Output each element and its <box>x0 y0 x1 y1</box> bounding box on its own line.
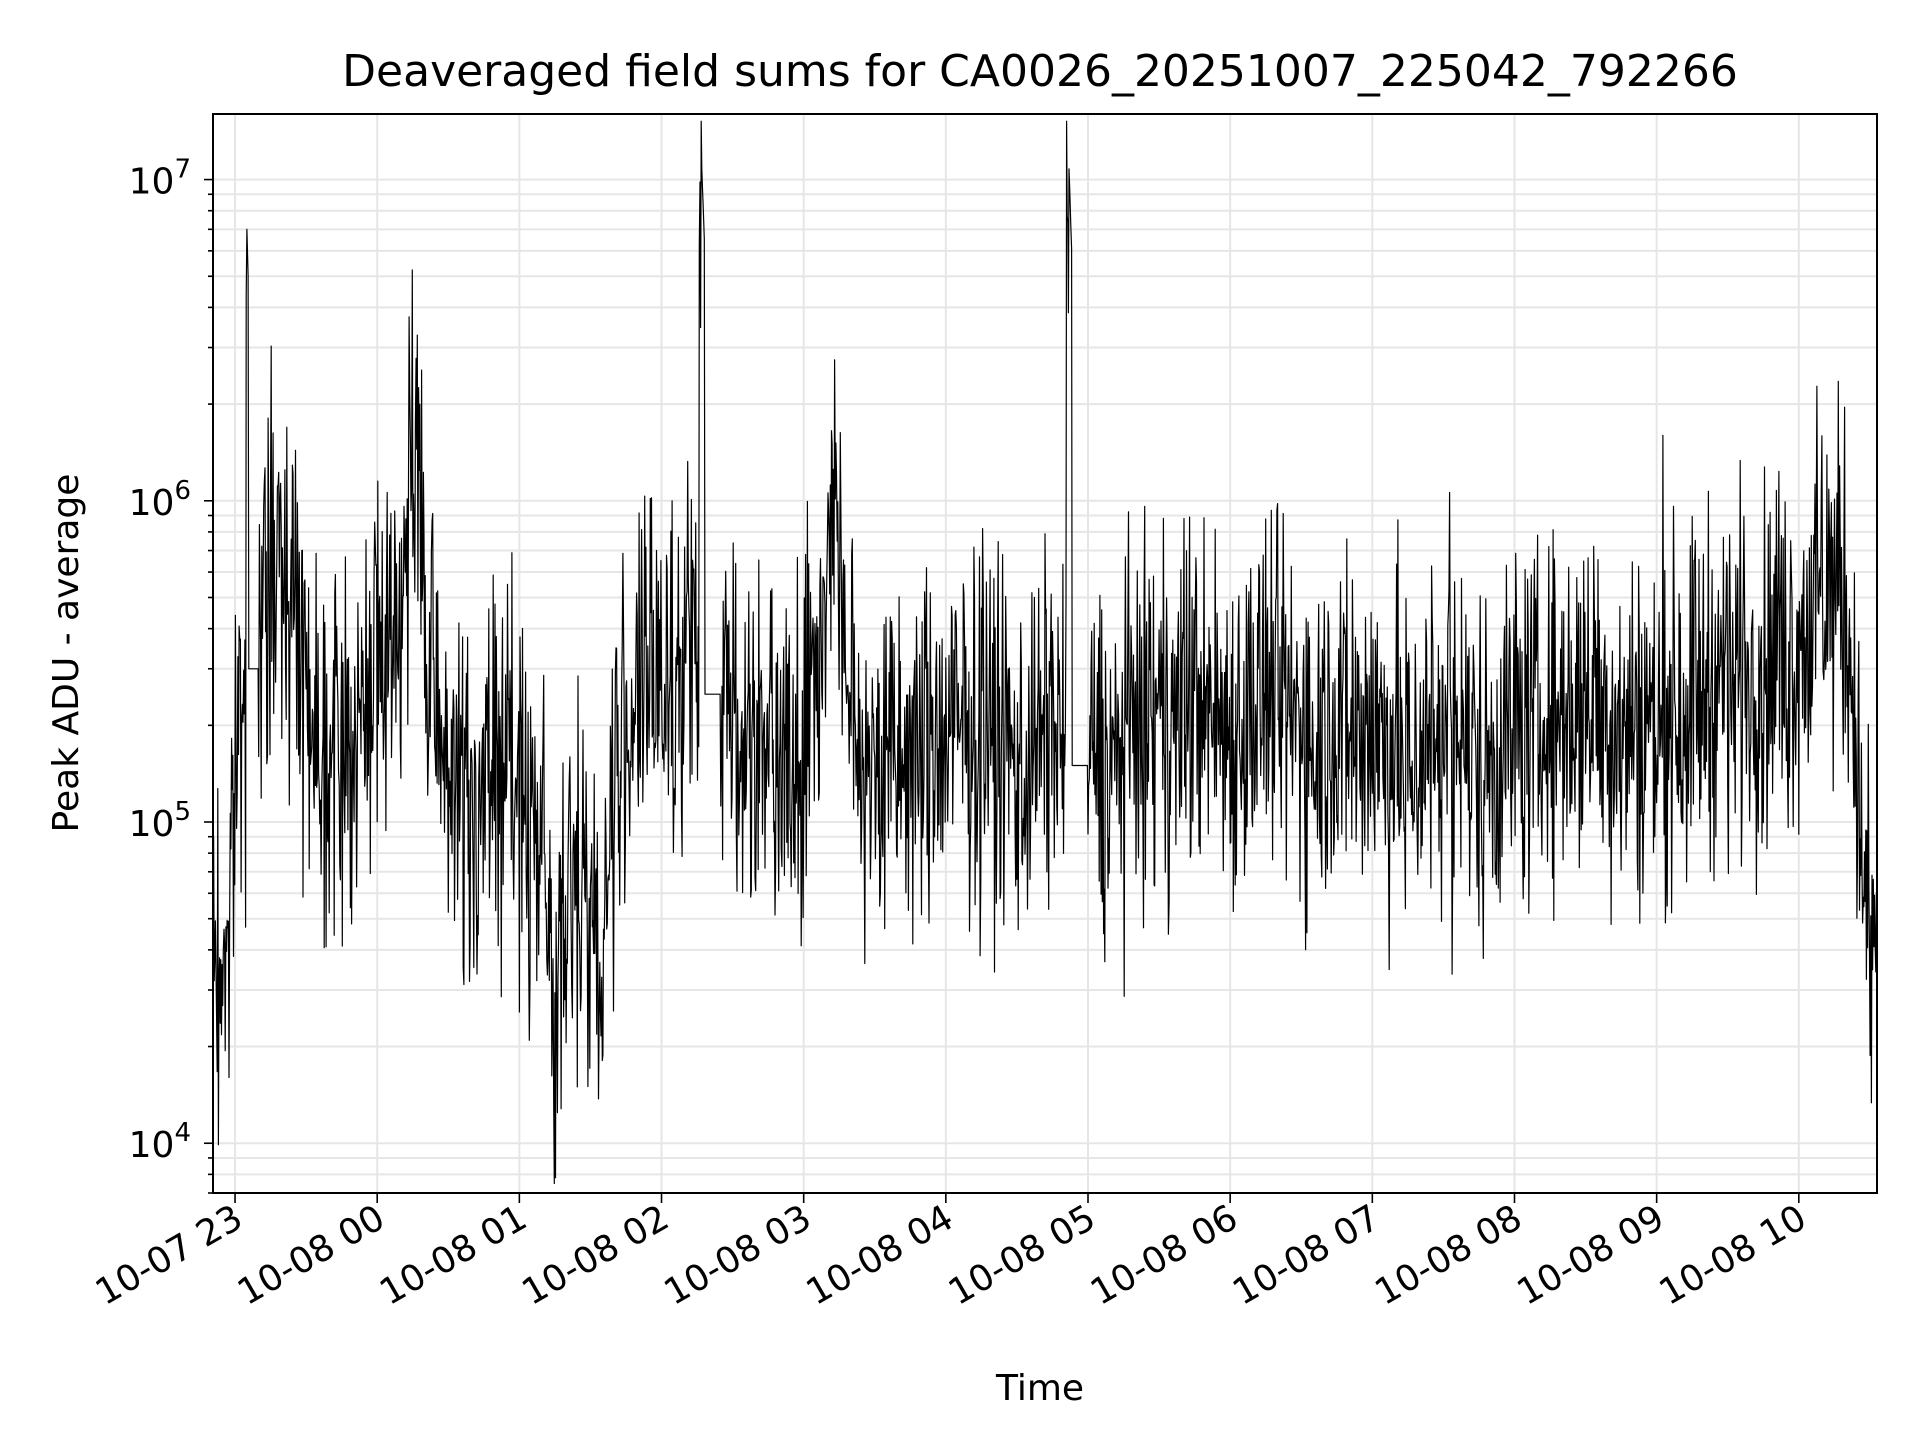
x-tick-label: 10-08 10 <box>1653 1197 1814 1313</box>
x-tick-label: 10-08 00 <box>231 1197 392 1313</box>
x-axis-title: Time <box>995 1368 1084 1409</box>
y-axis-title: Peak ADU - average <box>46 474 87 833</box>
x-tick-label: 10-08 08 <box>1368 1197 1529 1313</box>
x-tick-label: 10-08 06 <box>1084 1197 1245 1313</box>
y-tick-label: 104 <box>129 1118 191 1166</box>
x-tick-label: 10-08 02 <box>515 1197 676 1313</box>
y-tick-label: 106 <box>129 476 191 524</box>
plot-frame <box>212 113 1878 1194</box>
chart-title: Deaveraged field sums for CA0026_2025100… <box>342 46 1738 97</box>
tick-marks <box>204 178 1800 1203</box>
x-tick-label: 10-07 23 <box>89 1197 250 1313</box>
data-area <box>212 120 1878 1185</box>
x-tick-label: 10-08 03 <box>658 1197 819 1313</box>
x-tick-label: 10-08 07 <box>1226 1197 1387 1313</box>
series-line-0 <box>212 120 1878 1185</box>
x-tick-label: 10-08 09 <box>1510 1197 1671 1313</box>
y-tick-label: 105 <box>129 797 191 845</box>
x-tick-label: 10-08 01 <box>373 1197 534 1313</box>
x-tick-label: 10-08 05 <box>942 1197 1103 1313</box>
axes <box>212 113 1878 1194</box>
y-tick-label: 107 <box>129 155 191 203</box>
x-tick-label: 10-08 04 <box>800 1197 961 1313</box>
